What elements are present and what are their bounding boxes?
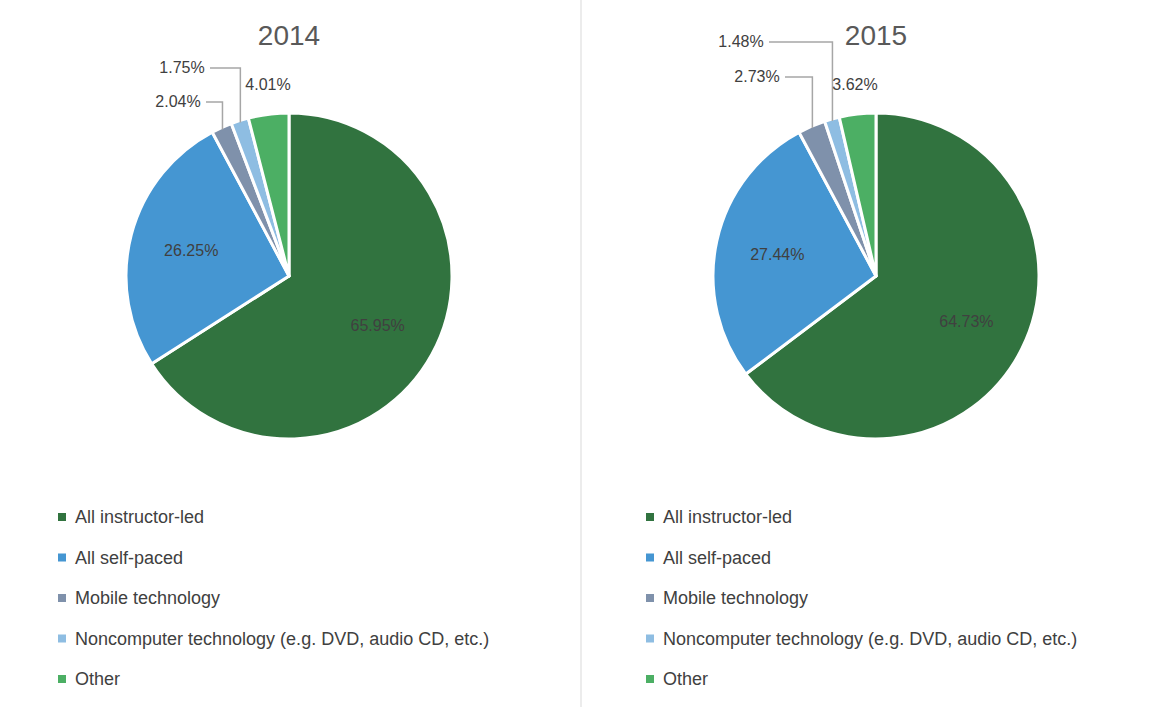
legend: All instructor-led All self-paced Mobile t… xyxy=(646,507,1077,689)
leader-line xyxy=(785,77,812,128)
data-label: 3.62% xyxy=(832,76,877,93)
chart-title: 2015 xyxy=(845,20,907,51)
data-label: 27.44% xyxy=(750,246,804,263)
data-label: 65.95% xyxy=(351,317,405,334)
chart-title: 2014 xyxy=(258,20,320,51)
legend-label: Mobile technology xyxy=(75,588,220,608)
data-label: 1.75% xyxy=(159,59,204,76)
legend-swatch xyxy=(58,635,66,643)
data-label: 1.48% xyxy=(718,33,763,50)
legend-label: Noncomputer technology (e.g. DVD, audio … xyxy=(663,629,1077,649)
data-label: 2.73% xyxy=(734,68,779,85)
legend-swatch xyxy=(646,513,654,521)
legend-label: Other xyxy=(75,669,120,689)
legend-swatch xyxy=(58,513,66,521)
data-label: 2.04% xyxy=(155,93,200,110)
leader-line xyxy=(769,42,832,121)
data-label: 26.25% xyxy=(164,242,218,259)
legend-swatch xyxy=(646,675,654,683)
legend-swatch xyxy=(646,635,654,643)
pie-chart: 2014 65.95% 26.25% 2.04% 1.75% 4.01% All instr… xyxy=(58,20,489,689)
data-labels: 64.73% 27.44% 2.73% 1.48% 3.62% xyxy=(718,33,993,330)
legend-label: Other xyxy=(663,669,708,689)
legend-swatch xyxy=(58,594,66,602)
divider xyxy=(581,0,582,707)
legend-label: All self-paced xyxy=(663,548,771,568)
slices xyxy=(126,113,452,439)
legend: All instructor-led All self-paced Mobile t… xyxy=(58,507,489,689)
legend-label: All instructor-led xyxy=(663,507,792,527)
pie-chart: 2015 64.73% 27.44% 2.73% 1.48% 3.62% All instr… xyxy=(646,20,1077,689)
chart-canvas: 2014 65.95% 26.25% 2.04% 1.75% 4.01% All instr… xyxy=(0,0,1163,707)
data-label: 64.73% xyxy=(939,313,993,330)
legend-label: Noncomputer technology (e.g. DVD, audio … xyxy=(75,629,489,649)
leader-line xyxy=(210,68,240,123)
data-labels: 65.95% 26.25% 2.04% 1.75% 4.01% xyxy=(155,59,404,334)
legend-label: Mobile technology xyxy=(663,588,808,608)
legend-swatch xyxy=(646,554,654,562)
leader-line xyxy=(206,102,222,129)
legend-swatch xyxy=(58,554,66,562)
pie-slice xyxy=(839,113,876,276)
legend-label: All self-paced xyxy=(75,548,183,568)
slices xyxy=(713,113,1039,439)
legend-swatch xyxy=(58,675,66,683)
legend-label: All instructor-led xyxy=(75,507,204,527)
legend-swatch xyxy=(646,594,654,602)
data-label: 4.01% xyxy=(245,76,290,93)
pie-slice xyxy=(248,113,289,276)
